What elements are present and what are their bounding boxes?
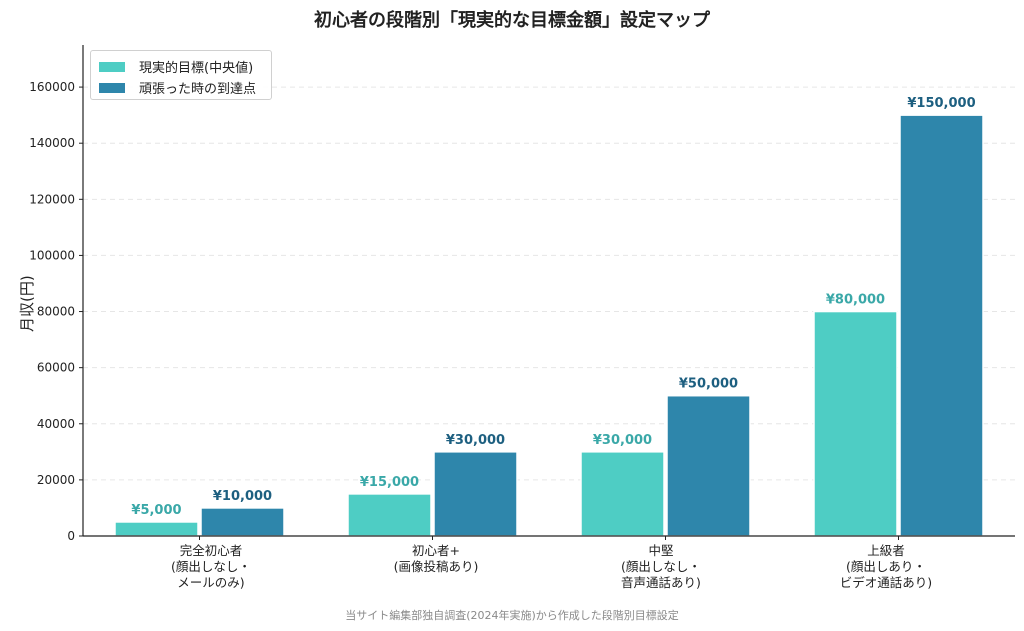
legend-swatch-stretch	[99, 82, 125, 93]
x-tick-label: 上級者 (顔出しあり・ ビデオ通話あり)	[839, 543, 933, 590]
data-label: ¥5,000	[131, 503, 181, 518]
data-label: ¥15,000	[360, 475, 419, 490]
y-tick-label: 20000	[37, 473, 75, 487]
data-label: ¥150,000	[907, 96, 975, 111]
y-tick-label: 0	[67, 529, 75, 543]
bar	[200, 507, 285, 537]
legend-label-median: 現実的目標(中央値)	[139, 61, 254, 76]
bar	[813, 310, 898, 537]
data-label: ¥80,000	[826, 293, 885, 308]
bar	[347, 493, 432, 537]
y-tick-label: 100000	[29, 248, 75, 262]
y-tick-label: 120000	[29, 192, 75, 206]
data-label: ¥30,000	[593, 433, 652, 448]
x-tick-label: 中堅 (顔出しなし・ 音声通話あり)	[621, 543, 701, 590]
data-label: ¥10,000	[213, 489, 272, 504]
bar	[899, 114, 984, 537]
data-label: ¥30,000	[446, 433, 505, 448]
data-label: ¥50,000	[679, 377, 738, 392]
source-caption: 当サイト編集部独自調査(2024年実施)から作成した段階別目標設定	[345, 609, 679, 622]
y-tick-label: 160000	[29, 80, 75, 94]
legend-label-stretch: 頑張った時の到達点	[139, 82, 257, 97]
y-tick-label: 140000	[29, 136, 75, 150]
chart-title: 初心者の段階別「現実的な目標金額」設定マップ	[314, 10, 710, 31]
legend: 現実的目標(中央値) 頑張った時の到達点	[90, 50, 272, 100]
x-tick-label: 完全初心者 (顔出しなし・ メールのみ)	[171, 543, 251, 590]
bar	[433, 451, 518, 537]
legend-item-stretch: 頑張った時の到達点	[99, 78, 256, 97]
bar	[114, 521, 199, 537]
y-tick-label: 40000	[37, 417, 75, 431]
legend-item-median: 現実的目標(中央値)	[99, 57, 253, 76]
y-tick-label: 80000	[37, 305, 75, 319]
bar	[666, 394, 751, 537]
x-tick-label: 初心者+ (画像投稿あり)	[393, 543, 479, 574]
y-tick-label: 60000	[37, 361, 75, 375]
bar	[580, 451, 665, 537]
legend-swatch-median	[99, 61, 125, 72]
